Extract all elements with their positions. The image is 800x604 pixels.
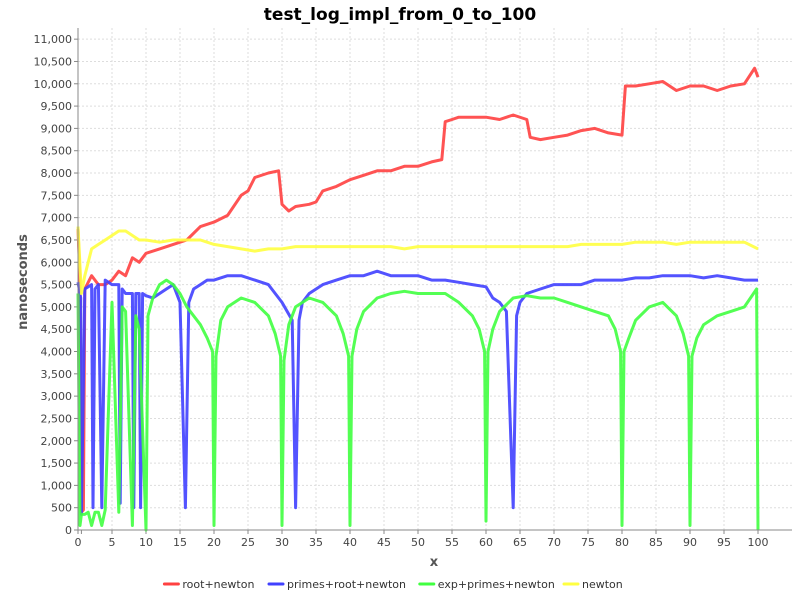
series-line-exp-primes-newton	[76, 278, 760, 532]
y-tick-label: 6,000	[41, 256, 73, 269]
x-tick-label: 70	[547, 536, 561, 549]
x-tick-label: 85	[649, 536, 663, 549]
y-tick-label: 10,000	[34, 78, 73, 91]
legend-label: exp+primes+newton	[438, 578, 555, 591]
x-tick-label: 75	[581, 536, 595, 549]
legend-label: newton	[582, 578, 623, 591]
y-tick-label: 3,500	[41, 368, 73, 381]
y-tick-label: 7,500	[41, 189, 73, 202]
x-tick-label: 30	[275, 536, 289, 549]
y-tick-label: 1,000	[41, 479, 73, 492]
series-line-primes-root-newton	[76, 269, 758, 516]
series-line-newton	[76, 226, 759, 295]
y-axis-title: nanoseconds	[16, 234, 31, 330]
x-tick-label: 90	[683, 536, 697, 549]
x-tick-label: 5	[109, 536, 116, 549]
y-tick-label: 6,500	[41, 234, 73, 247]
y-tick-label: 10,500	[34, 55, 73, 68]
y-tick-label: 9,500	[41, 100, 73, 113]
y-tick-label: 7,000	[41, 212, 73, 225]
x-tick-label: 25	[241, 536, 255, 549]
x-tick-label: 100	[748, 536, 769, 549]
y-tick-label: 8,000	[41, 167, 73, 180]
y-tick-label: 5,000	[41, 301, 73, 314]
x-tick-label: 95	[717, 536, 731, 549]
x-tick-label: 35	[309, 536, 323, 549]
x-tick-label: 60	[479, 536, 493, 549]
chart-title: test_log_impl_from_0_to_100	[264, 5, 537, 25]
y-tick-label: 3,000	[41, 390, 73, 403]
x-tick-label: 55	[445, 536, 459, 549]
x-tick-label: 45	[377, 536, 391, 549]
y-tick-label: 8,500	[41, 145, 73, 158]
x-tick-label: 20	[207, 536, 221, 549]
x-tick-label: 40	[343, 536, 357, 549]
x-tick-label: 50	[411, 536, 425, 549]
y-tick-label: 500	[51, 502, 72, 515]
y-tick-label: 2,500	[41, 412, 73, 425]
y-tick-label: 4,500	[41, 323, 73, 336]
plot-area: 05001,0001,5002,0002,5003,0003,5004,0004…	[34, 28, 792, 549]
x-tick-label: 15	[173, 536, 187, 549]
y-tick-label: 1,500	[41, 457, 73, 470]
x-tick-label: 80	[615, 536, 629, 549]
series-line-root-newton	[76, 66, 760, 514]
legend-label: root+newton	[182, 578, 254, 591]
y-tick-label: 2,000	[41, 435, 73, 448]
x-tick-label: 10	[139, 536, 153, 549]
legend: root+newton primes+root+newton exp+primes+…	[162, 578, 623, 591]
y-tick-label: 11,000	[34, 33, 73, 46]
x-tick-label: 65	[513, 536, 527, 549]
x-tick-label: 0	[75, 536, 82, 549]
legend-label: primes+root+newton	[287, 578, 406, 591]
y-tick-label: 4,000	[41, 346, 73, 359]
y-tick-label: 0	[65, 524, 72, 537]
y-tick-label: 9,000	[41, 122, 73, 135]
y-tick-label: 5,500	[41, 279, 73, 292]
x-axis-title: x	[430, 555, 439, 570]
